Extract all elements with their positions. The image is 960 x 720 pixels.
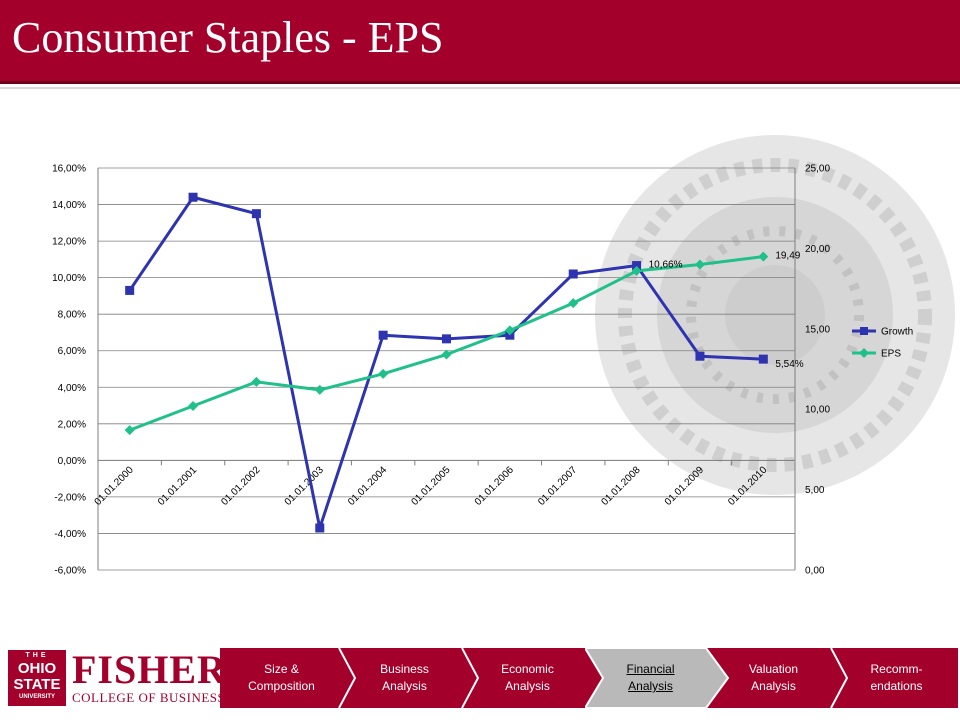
header-bar: Consumer Staples - EPS [0,0,960,84]
legend-marker [859,348,869,358]
fisher-logo: THE OHIO STATE UNIVERSITY FISHER COLLEGE… [8,650,226,706]
x-axis-category-label: 01.01.2001 [156,464,199,507]
data-point-growth [188,192,198,202]
data-point-growth [315,523,325,533]
data-point-eps [378,368,389,379]
nav-item-label: Size & Composition [248,662,315,693]
x-axis-category-label: 01.01.2005 [409,464,452,507]
data-label: 5,54% [775,359,803,370]
left-axis-tick-label: 2,00% [58,419,86,430]
data-point-eps [251,376,262,387]
x-axis-category-label: 01.01.2010 [726,464,769,507]
x-axis-category-label: 01.01.2000 [93,464,136,507]
nav-item-size-composition[interactable]: Size & Composition [220,648,343,708]
nav-chevron-separator [461,648,480,708]
series-line-eps [129,255,764,432]
nav-item-label: Economic Analysis [501,662,554,693]
chart-legend: Growth EPS [852,327,913,360]
left-axis-tick-label: -6,00% [54,566,86,577]
right-axis-tick-label: 0,00 [805,566,825,577]
left-axis-tick-label: 8,00% [58,310,86,321]
data-point-eps [694,259,705,270]
left-axis-tick-label: 16,00% [52,164,86,175]
left-axis-tick-label: 0,00% [58,456,86,467]
data-point-eps [124,425,135,436]
university-seal-watermark [595,135,955,495]
data-point-growth [251,209,261,219]
ohio-state-mark: THE OHIO STATE UNIVERSITY [8,650,66,706]
data-point-eps [188,400,199,411]
data-point-growth [758,354,768,364]
nav-item-label: Recomm-endations [870,662,923,693]
data-label: 10,66% [649,260,683,271]
data-point-growth [442,334,451,344]
nav-item-label: Financial Analysis [626,662,675,693]
data-label: 19,49 [775,251,800,262]
legend-label: EPS [881,349,901,360]
nav-item-label: Valuation Analysis [748,662,799,693]
page-title: Consumer Staples - EPS [12,13,444,62]
nav-item-economic-analysis[interactable]: Economic Analysis [466,648,589,708]
logo-mark-the: THE [25,652,49,659]
x-axis-category-label: 01.01.2007 [536,464,579,507]
left-axis-tick-label: 4,00% [58,383,86,394]
left-axis-tick-label: -4,00% [54,529,86,540]
data-point-growth [378,330,388,340]
legend-marker [860,327,868,335]
right-axis-tick-label: 25,00 [805,164,830,175]
header-divider [0,87,960,89]
right-axis-tick-label: 15,00 [805,324,830,335]
nav-item-valuation-analysis[interactable]: Valuation Analysis [712,648,835,708]
legend-label: Growth [881,327,913,338]
nav-item-financial-analysis[interactable]: Financial Analysis [589,648,712,708]
right-axis-tick-label: 20,00 [805,244,830,255]
x-axis-category-label: 01.01.2002 [219,464,262,507]
data-point-growth [632,261,642,271]
left-axis-tick-label: 6,00% [58,346,86,357]
nav-chevron-separator [338,648,357,708]
data-point-eps [504,325,515,336]
eps-growth-chart: -6,00% -4,00% -2,00% 0,00% 2,00% 4,00% 6,00% 8,… [52,164,913,577]
logo-subtitle: COLLEGE OF BUSINESS [72,690,226,705]
x-axis-category-label: 01.01.2004 [346,464,389,507]
left-axis-tick-label: 12,00% [52,237,86,248]
x-axis-category-label: 01.01.2006 [473,464,516,507]
nav-chevron-separator [830,648,849,708]
logo-name: FISHER [72,647,227,692]
x-axis-category-label: 01.01.2003 [283,464,326,507]
data-point-growth [695,351,705,361]
right-axis-tick-label: 5,00 [805,485,825,496]
logo-mark-ohio: OHIO [17,660,57,677]
nav-active-highlight [585,648,730,708]
data-point-growth [125,285,135,295]
data-point-eps [631,265,642,276]
data-point-eps [441,349,452,360]
nav-item-label: Business Analysis [380,662,429,693]
data-point-eps [568,298,579,309]
nav-item-business-analysis[interactable]: Business Analysis [343,648,466,708]
section-navigation: Size & Composition Business Analysis Econo… [220,648,958,708]
right-axis-tick-label: 10,00 [805,405,830,416]
data-point-eps [314,384,325,395]
x-axis-category-label: 01.01.2008 [600,464,643,507]
left-axis-tick-label: 10,00% [52,273,86,284]
logo-mark-state: STATE [13,676,61,693]
x-axis-category-label: 01.01.2009 [663,464,706,507]
left-axis-tick-label: 14,00% [52,200,86,211]
nav-item-recomm-endations[interactable]: Recomm-endations [835,648,958,708]
logo-mark-university: UNIVERSITY [18,694,55,700]
data-point-eps [758,251,769,262]
data-point-growth [568,269,578,279]
left-axis-tick-label: -2,00% [54,492,86,503]
